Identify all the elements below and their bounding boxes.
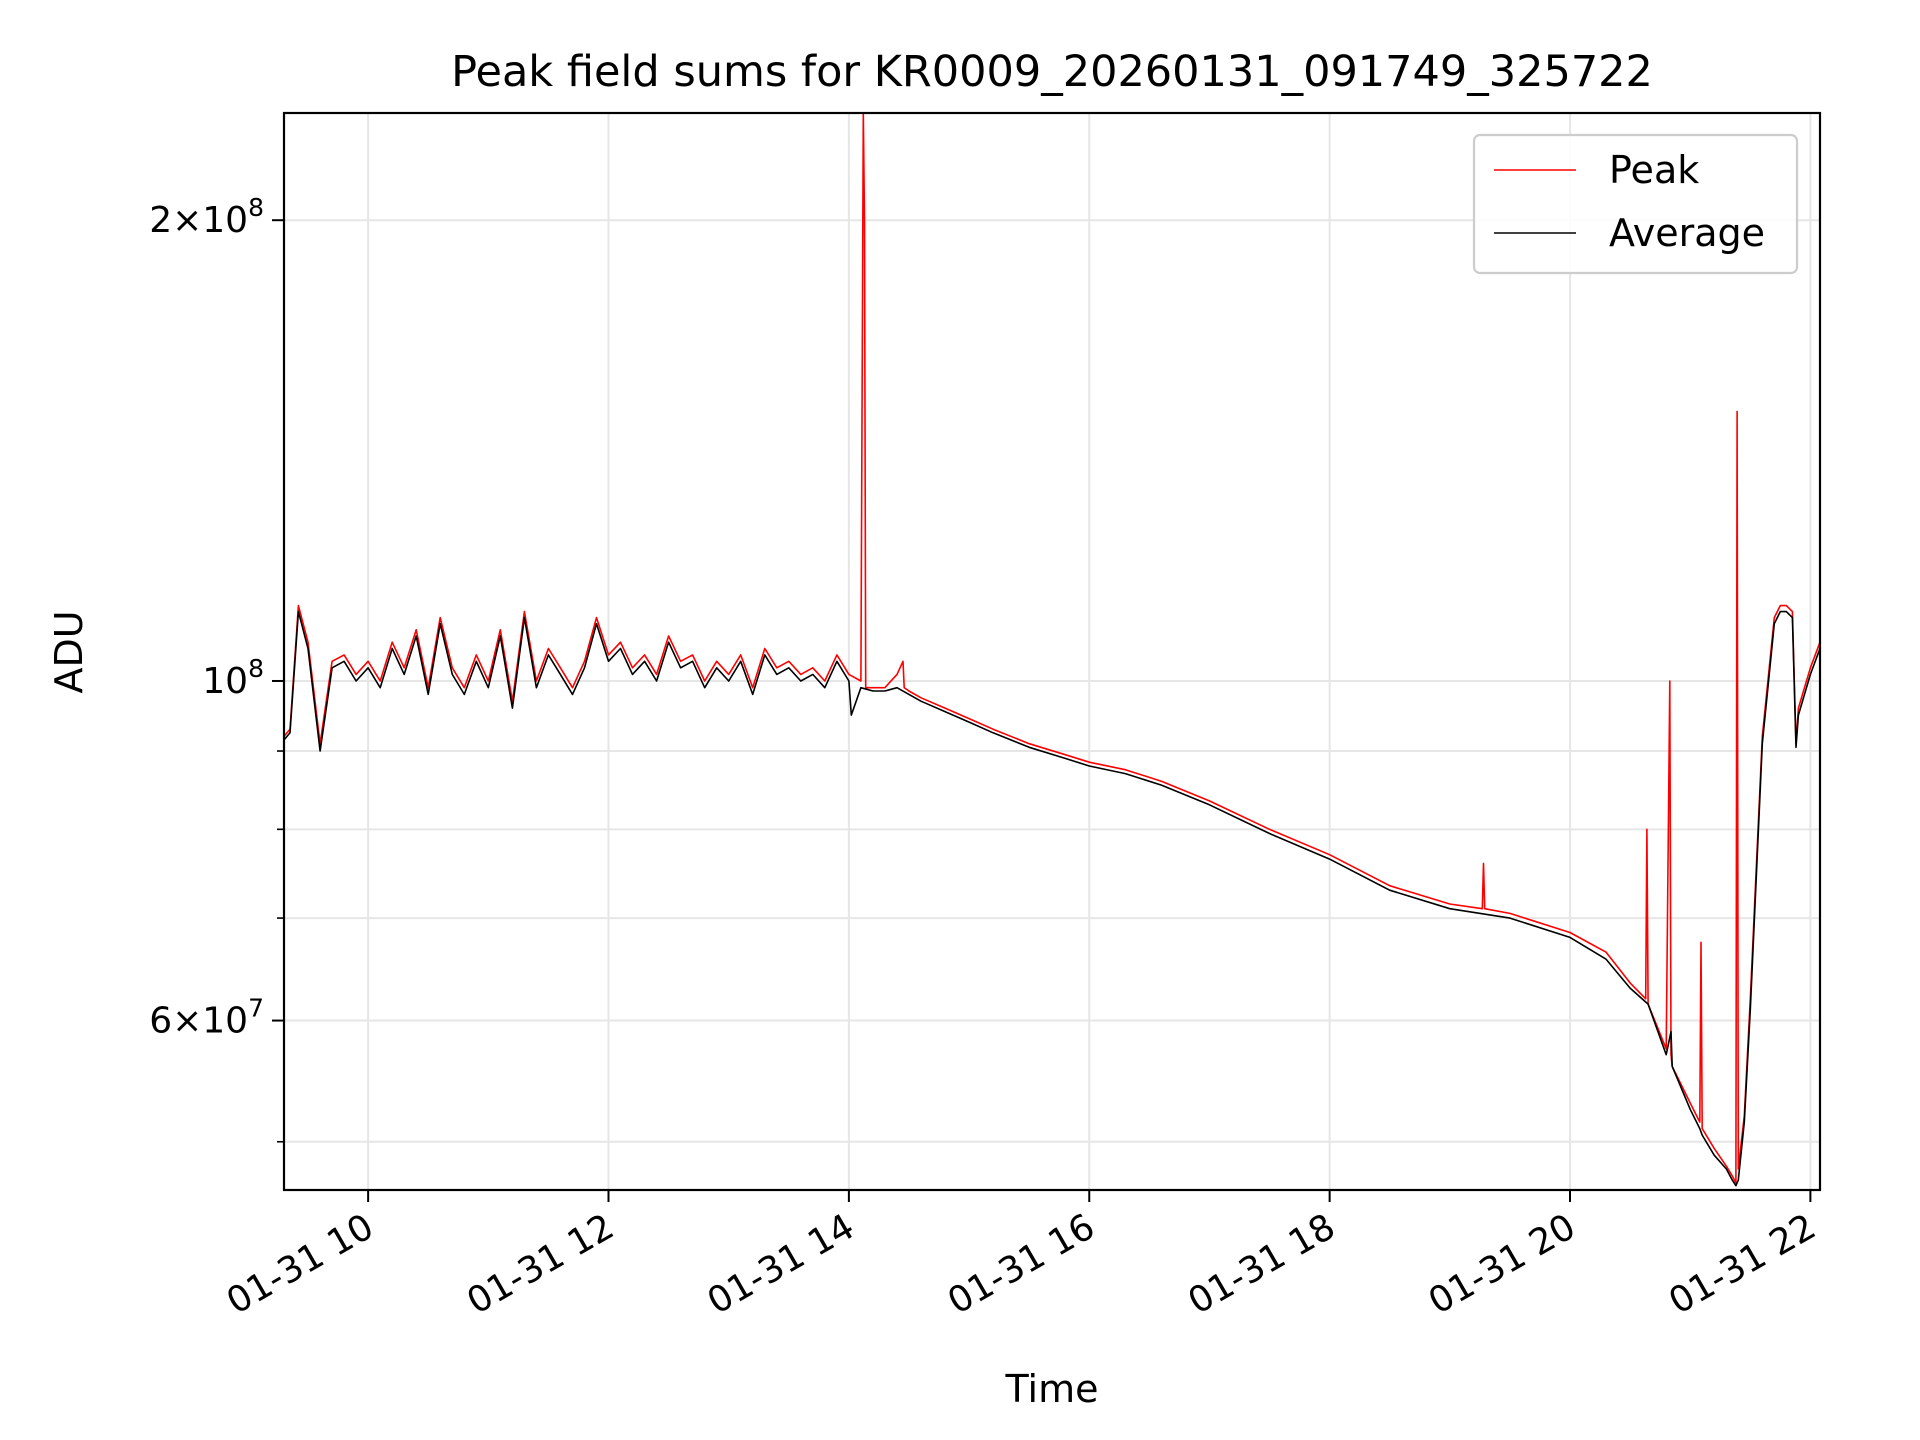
x-axis-label: Time <box>1005 1367 1099 1411</box>
plot-lines <box>284 113 1820 1187</box>
series-line-peak <box>284 113 1820 1184</box>
legend: Peak Average <box>1472 133 1799 275</box>
legend-label-average: Average <box>1609 211 1765 255</box>
series-line-average <box>284 610 1820 1187</box>
y-tick-label: 108 <box>202 654 264 702</box>
axes-frame <box>282 111 1822 1192</box>
legend-label-peak: Peak <box>1609 148 1699 192</box>
chart-title: Peak field sums for KR0009_20260131_0917… <box>451 47 1653 97</box>
y-tick-label: 6×107 <box>149 994 264 1042</box>
y-tick-label: 2×108 <box>149 193 264 241</box>
y-axis-label: ADU <box>47 610 91 693</box>
